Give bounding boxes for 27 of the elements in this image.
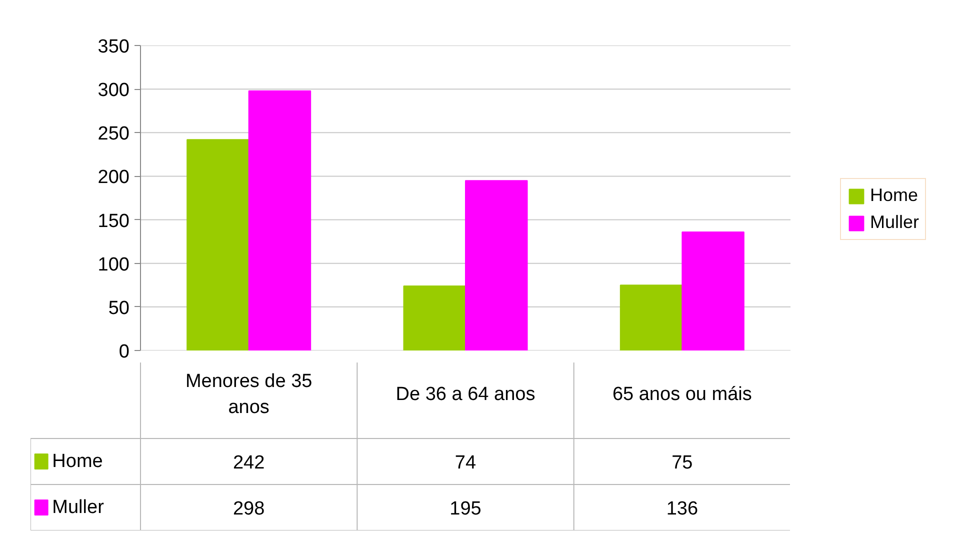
data-label: 74 bbox=[454, 452, 476, 474]
y-tick-label: 200 bbox=[98, 167, 130, 188]
data-label: 242 bbox=[232, 452, 265, 474]
bar bbox=[186, 139, 250, 350]
legend-label: Home bbox=[52, 451, 103, 472]
bar bbox=[682, 231, 744, 350]
x-tick-label: Menores de 35 anos bbox=[185, 371, 312, 418]
data-label: 136 bbox=[666, 498, 698, 520]
y-tick-label: 250 bbox=[98, 124, 130, 145]
bar bbox=[620, 284, 683, 350]
data-label: 195 bbox=[450, 498, 482, 520]
y-tick-label: 300 bbox=[98, 80, 130, 102]
x-tick-label: De 36 a 64 anos bbox=[396, 384, 536, 405]
y-tick-label: 100 bbox=[98, 254, 130, 276]
bar bbox=[403, 286, 466, 350]
legend-label: Muller bbox=[870, 212, 920, 233]
text: Muller bbox=[52, 497, 104, 518]
bar bbox=[465, 180, 528, 350]
y-tick-label: 350 bbox=[98, 36, 130, 58]
text: Home bbox=[870, 185, 918, 205]
data-label: 75 bbox=[672, 452, 693, 474]
y-tick-label: 50 bbox=[108, 298, 130, 319]
y-tick-label: 150 bbox=[98, 210, 130, 232]
y-tick-label: 0 bbox=[118, 342, 130, 362]
bar bbox=[248, 90, 312, 350]
x-tick-label: 65 anos ou máis bbox=[612, 384, 752, 405]
data-label: 298 bbox=[232, 498, 265, 520]
